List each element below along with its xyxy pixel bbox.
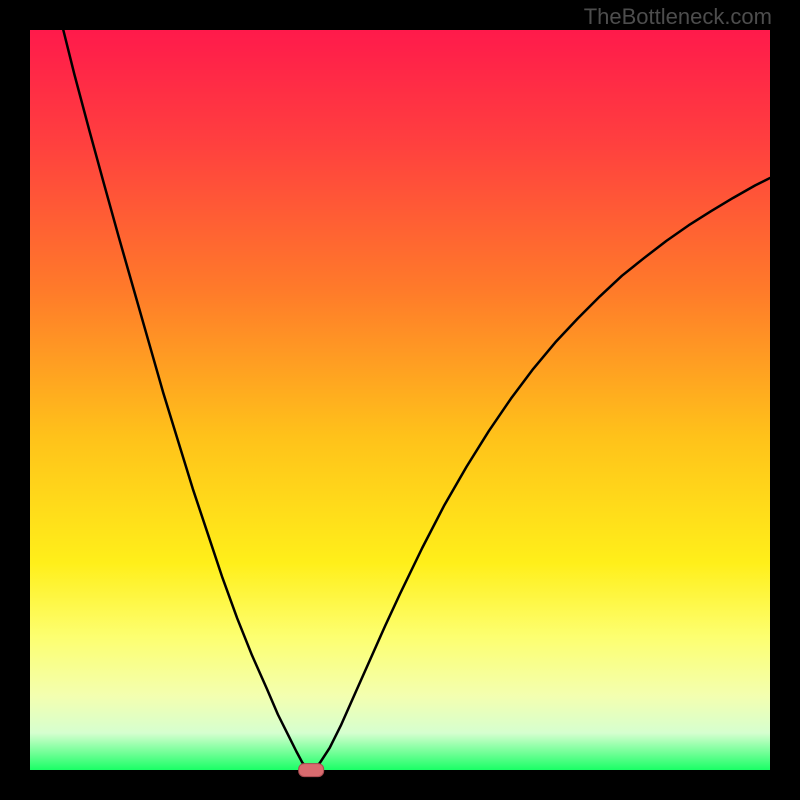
- chart-frame: TheBottleneck.com: [0, 0, 800, 800]
- bottleneck-minimum-marker: [298, 763, 324, 777]
- watermark-text: TheBottleneck.com: [584, 4, 772, 30]
- curve-path: [63, 30, 770, 770]
- bottleneck-curve: [30, 30, 770, 770]
- plot-area: [30, 30, 770, 770]
